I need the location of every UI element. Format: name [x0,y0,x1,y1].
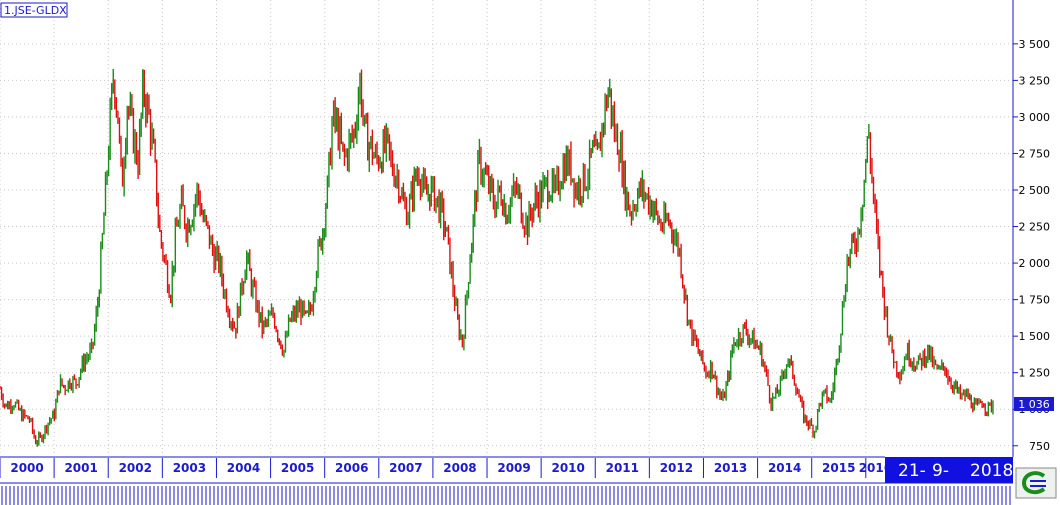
last-value-box [1014,396,1054,411]
y-tick-label: 2 000 [1019,257,1051,270]
price-bars [0,68,994,447]
x-year-label: 2001 [64,461,97,475]
x-year-label: 2015 [822,461,855,475]
x-year-label: 2011 [606,461,639,475]
x-year-label: 2016 [859,461,892,475]
x-year-label: 2008 [443,461,476,475]
last-value-marker: 1 036 [1014,396,1054,411]
x-year-label: 2006 [335,461,368,475]
date-day: 21- [898,461,926,481]
x-year-label: 2002 [119,461,152,475]
x-year-label: 2014 [768,461,801,475]
y-tick-label: 3 250 [1019,74,1051,87]
x-year-label: 2004 [227,461,260,475]
y-tick-label: 1 250 [1019,367,1051,380]
date-month: 9- [932,461,949,481]
y-tick-label: 1 750 [1019,294,1051,307]
last-value-label: 1 036 [1018,398,1050,411]
x-year-label: 2000 [10,461,43,475]
x-year-label: 2010 [551,461,584,475]
date-year: 2018 [970,461,1013,481]
x-year-label: 2005 [281,461,314,475]
y-tick-label: 3 000 [1019,111,1051,124]
y-axis-ticks: 3 500 3 250 3 000 2 750 2 500 2 250 2 000 1 750… [1013,38,1050,453]
chart-logo-icon [1013,457,1060,505]
y-tick-label: 750 [1029,440,1050,453]
x-axis-years: 2000 2001 2002 2003 2004 2005 2006 2007 2008 2009… [0,458,892,478]
y-tick-label: 2 500 [1019,184,1051,197]
x-year-label: 2003 [173,461,206,475]
x-year-label: 2012 [660,461,693,475]
grid [0,0,1013,456]
y-tick-label: 2 250 [1019,221,1051,234]
ticker-tag [0,2,68,18]
y-tick-label: 3 500 [1019,38,1051,51]
x-year-label: 2009 [497,461,530,475]
x-year-label: 2013 [714,461,747,475]
y-tick-label: 1 500 [1019,330,1051,343]
ticker-label: 1.JSE-GLDX [4,4,67,17]
x-year-label: 2007 [389,461,422,475]
date-box [885,457,1013,483]
y-tick-label: 2 750 [1019,147,1051,160]
plot-area [0,0,1013,456]
timeline-scrollbar[interactable] [0,482,1013,505]
